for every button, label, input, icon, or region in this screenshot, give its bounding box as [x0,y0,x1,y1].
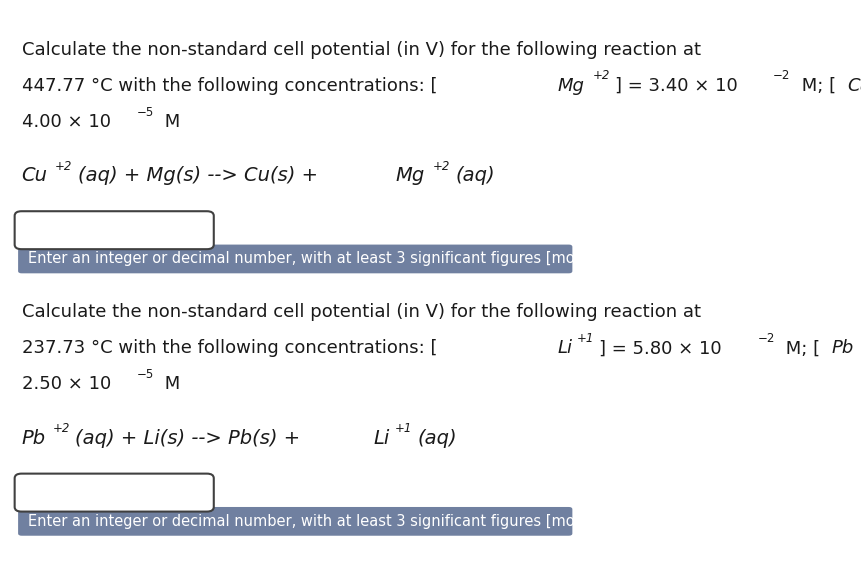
Text: M; [: M; [ [795,77,834,95]
Text: M; [: M; [ [779,339,820,357]
Text: Li: Li [557,339,572,357]
Text: 237.73 °C with the following concentrations: [: 237.73 °C with the following concentrati… [22,339,437,357]
Text: Calculate the non-standard cell potential (in V) for the following reaction at: Calculate the non-standard cell potentia… [22,303,700,321]
Text: −5: −5 [137,368,154,381]
Text: Li: Li [373,429,389,448]
Text: M: M [158,375,180,393]
Text: 2.50 × 10: 2.50 × 10 [22,375,111,393]
Text: +1: +1 [394,422,412,435]
Text: ] = 3.40 × 10: ] = 3.40 × 10 [614,77,737,95]
Text: +2: +2 [53,422,70,435]
Text: Enter an integer or decimal number, with at least 3 significant figures [more..]: Enter an integer or decimal number, with… [28,251,604,266]
Text: −2: −2 [757,332,774,345]
FancyBboxPatch shape [15,211,214,249]
Text: Mg: Mg [395,166,424,185]
Text: (aq): (aq) [417,429,456,448]
FancyBboxPatch shape [18,244,572,273]
Text: Calculate the non-standard cell potential (in V) for the following reaction at: Calculate the non-standard cell potentia… [22,41,700,59]
Text: +1: +1 [576,332,594,345]
Text: ] = 5.80 × 10: ] = 5.80 × 10 [598,339,722,357]
Text: (aq) + Mg(s) --> Cu(s) +: (aq) + Mg(s) --> Cu(s) + [77,166,324,185]
Text: Cu: Cu [22,166,47,185]
Text: −5: −5 [136,106,153,118]
FancyBboxPatch shape [15,474,214,512]
Text: (aq) + Li(s) --> Pb(s) +: (aq) + Li(s) --> Pb(s) + [75,429,307,448]
Text: 447.77 °C with the following concentrations: [: 447.77 °C with the following concentrati… [22,77,437,95]
Text: −2: −2 [772,70,790,82]
Text: Mg: Mg [557,77,584,95]
FancyBboxPatch shape [18,507,572,536]
Text: Pb: Pb [831,339,853,357]
Text: M: M [158,113,180,131]
Text: Enter an integer or decimal number, with at least 3 significant figures [more..]: Enter an integer or decimal number, with… [28,514,604,529]
Text: +2: +2 [859,332,861,345]
Text: 4.00 × 10: 4.00 × 10 [22,113,110,131]
Text: +2: +2 [55,160,72,173]
Text: Cu: Cu [846,77,861,95]
Text: (aq): (aq) [455,166,494,185]
Text: +2: +2 [432,160,449,173]
Text: +2: +2 [592,70,609,82]
Text: Pb: Pb [22,429,46,448]
